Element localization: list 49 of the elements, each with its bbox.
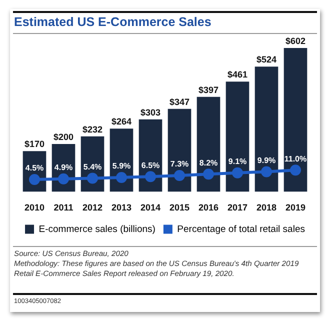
data-label: 4.9% xyxy=(54,163,73,172)
data-label: $397 xyxy=(198,84,219,95)
point xyxy=(261,166,272,178)
point xyxy=(232,167,243,178)
x-tick-label: 2013 xyxy=(111,202,132,213)
point xyxy=(29,174,40,185)
data-label: $524 xyxy=(256,54,277,65)
x-tick-label: 2010 xyxy=(24,202,45,213)
bar xyxy=(138,119,162,192)
x-tick-label: 2019 xyxy=(285,202,306,213)
data-label: 6.5% xyxy=(141,160,160,170)
point xyxy=(203,168,214,180)
bar xyxy=(226,82,250,192)
data-label: $200 xyxy=(53,132,74,142)
bar xyxy=(168,108,192,192)
point xyxy=(58,173,69,184)
data-label: $303 xyxy=(140,107,161,118)
chart-title: Estimated US E-Commerce Sales xyxy=(14,15,212,29)
data-label: 9.9% xyxy=(257,156,276,165)
point xyxy=(116,172,127,183)
x-tick-label: 2017 xyxy=(227,202,248,213)
data-label: 5.9% xyxy=(112,162,131,171)
data-label: $347 xyxy=(169,96,190,107)
data-label: 5.4% xyxy=(83,162,102,172)
data-label: 9.1% xyxy=(228,157,247,166)
point xyxy=(174,170,185,181)
x-tick-label: 2011 xyxy=(54,202,74,213)
bar xyxy=(284,48,308,192)
data-label: $264 xyxy=(111,116,132,127)
data-label: 7.3% xyxy=(170,160,189,169)
data-label: 4.5% xyxy=(25,164,44,173)
data-label: 11.0% xyxy=(284,154,307,164)
x-tick-label: 2012 xyxy=(82,202,103,213)
data-label: $461 xyxy=(227,70,248,80)
point xyxy=(145,171,156,182)
x-tick-label: 2015 xyxy=(169,202,190,213)
legend-label: Percentage of total retail sales xyxy=(177,224,306,235)
data-label: $170 xyxy=(24,139,45,150)
legend-label: E-commerce sales (billions) xyxy=(38,224,156,235)
x-tick-label: 2018 xyxy=(256,202,277,213)
data-label: 8.2% xyxy=(199,158,218,168)
point xyxy=(87,172,98,184)
data-label: $232 xyxy=(82,124,103,134)
x-tick-label: 2014 xyxy=(140,202,161,213)
bar xyxy=(254,66,278,192)
bar xyxy=(196,96,220,192)
point xyxy=(290,164,301,176)
x-tick-label: 2016 xyxy=(198,202,219,213)
data-label: $602 xyxy=(285,36,306,46)
